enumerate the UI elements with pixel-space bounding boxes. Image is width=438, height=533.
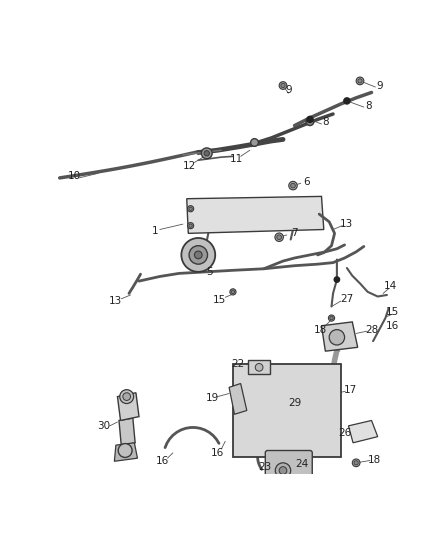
Text: 13: 13 (109, 296, 123, 306)
Text: 8: 8 (322, 117, 328, 127)
Text: 16: 16 (211, 448, 224, 458)
FancyBboxPatch shape (265, 450, 312, 480)
Text: 16: 16 (155, 456, 169, 466)
Circle shape (307, 116, 313, 123)
Circle shape (123, 393, 131, 400)
Circle shape (275, 233, 283, 241)
Polygon shape (229, 384, 247, 414)
Polygon shape (187, 196, 324, 233)
Text: 7: 7 (291, 228, 298, 238)
Text: 30: 30 (97, 421, 110, 431)
Circle shape (358, 79, 362, 83)
Bar (248, 360, 270, 374)
Circle shape (328, 315, 335, 321)
Text: 10: 10 (68, 171, 81, 181)
Text: 14: 14 (384, 281, 397, 292)
Text: 19: 19 (206, 393, 219, 403)
Text: 15: 15 (213, 295, 226, 305)
Circle shape (187, 206, 194, 212)
Circle shape (201, 148, 212, 159)
Circle shape (194, 251, 202, 259)
Text: 17: 17 (343, 385, 357, 394)
Text: 1: 1 (152, 226, 159, 236)
Circle shape (118, 443, 132, 457)
Circle shape (187, 223, 194, 229)
Circle shape (279, 467, 287, 474)
Polygon shape (349, 421, 378, 443)
Text: 12: 12 (183, 160, 197, 171)
Text: 13: 13 (340, 219, 353, 229)
Text: 6: 6 (304, 177, 310, 187)
Text: 9: 9 (376, 80, 382, 91)
Circle shape (189, 207, 192, 211)
Circle shape (189, 246, 208, 264)
Circle shape (344, 98, 350, 104)
Circle shape (120, 390, 134, 403)
Text: 11: 11 (230, 155, 243, 165)
Circle shape (181, 238, 215, 272)
Text: 16: 16 (386, 321, 399, 331)
Circle shape (255, 364, 263, 371)
Circle shape (291, 183, 295, 188)
Circle shape (231, 290, 235, 294)
Circle shape (329, 329, 345, 345)
Polygon shape (119, 418, 135, 446)
Text: 23: 23 (259, 463, 272, 472)
Text: 18: 18 (314, 325, 327, 335)
Polygon shape (321, 322, 358, 351)
Circle shape (279, 82, 287, 90)
Circle shape (356, 77, 364, 85)
Polygon shape (117, 393, 139, 421)
Text: 18: 18 (368, 455, 381, 465)
Circle shape (306, 118, 314, 126)
Text: 22: 22 (232, 359, 245, 369)
Circle shape (289, 181, 297, 190)
Circle shape (281, 83, 285, 87)
Circle shape (276, 463, 291, 478)
Circle shape (251, 139, 258, 147)
Text: 8: 8 (365, 101, 372, 110)
Circle shape (230, 289, 236, 295)
Text: 27: 27 (340, 294, 353, 304)
Circle shape (189, 224, 192, 228)
Circle shape (330, 317, 333, 320)
Circle shape (334, 277, 339, 282)
Circle shape (352, 459, 360, 467)
Text: 24: 24 (296, 459, 309, 470)
Circle shape (204, 151, 209, 156)
Text: 9: 9 (285, 85, 292, 95)
Circle shape (277, 235, 282, 239)
Circle shape (354, 461, 358, 465)
Text: 29: 29 (288, 398, 301, 408)
Text: 5: 5 (206, 267, 212, 277)
Text: 28: 28 (365, 325, 378, 335)
Text: 26: 26 (338, 428, 351, 438)
Text: 15: 15 (386, 307, 399, 317)
Polygon shape (114, 443, 138, 461)
Bar (233, 364, 341, 457)
